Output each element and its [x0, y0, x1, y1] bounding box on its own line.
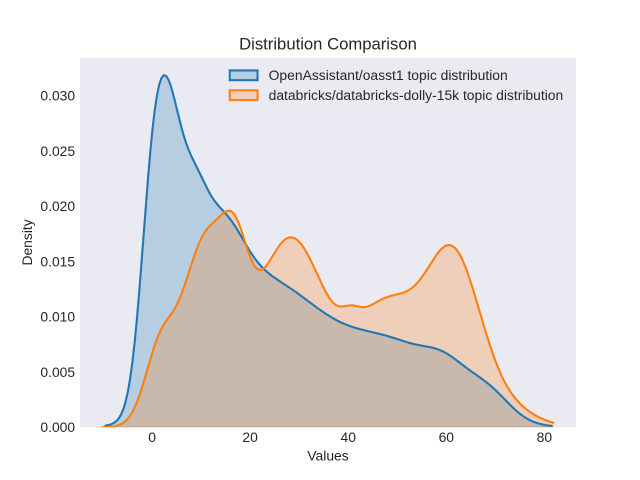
svg-text:databricks/databricks-dolly-15: databricks/databricks-dolly-15k topic di… [269, 87, 564, 103]
svg-text:80: 80 [537, 429, 553, 445]
svg-text:0.020: 0.020 [40, 198, 75, 214]
svg-text:40: 40 [341, 429, 357, 445]
svg-text:Values: Values [307, 448, 348, 464]
svg-text:0: 0 [148, 429, 156, 445]
svg-text:0.005: 0.005 [40, 364, 75, 380]
svg-text:20: 20 [242, 429, 258, 445]
svg-text:OpenAssistant/oasst1 topic dis: OpenAssistant/oasst1 topic distribution [269, 67, 508, 83]
svg-text:0.025: 0.025 [40, 143, 75, 159]
svg-text:Distribution Comparison: Distribution Comparison [239, 34, 417, 53]
svg-text:Density: Density [19, 219, 35, 265]
svg-text:0.010: 0.010 [40, 309, 75, 325]
svg-text:0.030: 0.030 [40, 88, 75, 104]
svg-text:0.000: 0.000 [40, 419, 75, 435]
svg-text:60: 60 [439, 429, 455, 445]
svg-text:0.015: 0.015 [40, 253, 75, 269]
